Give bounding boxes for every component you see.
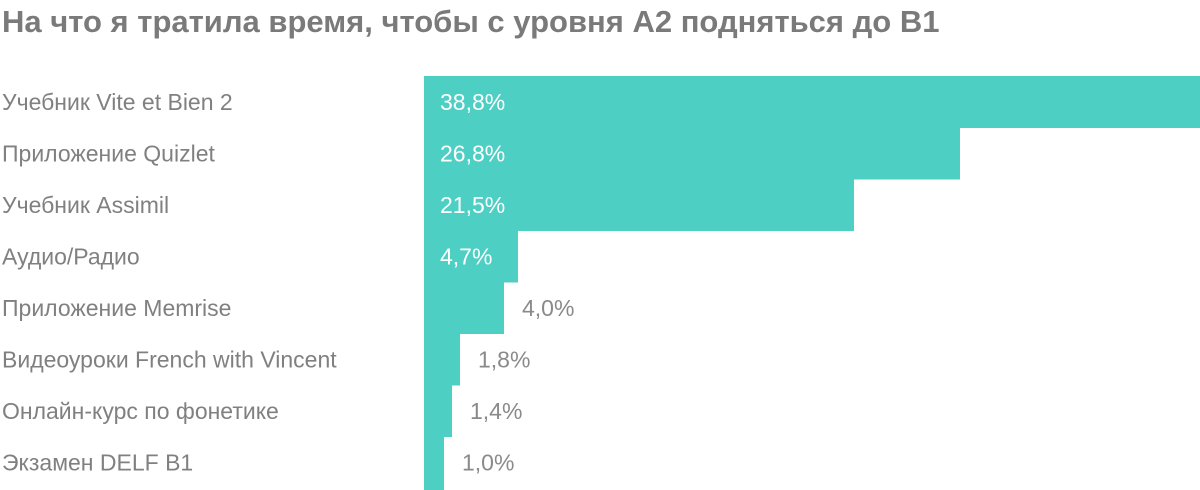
chart-title: На что я тратила время, чтобы с уровня А… [2, 4, 940, 39]
category-label-4: Аудио/Радио [2, 243, 140, 269]
value-label-8: 1,0% [462, 449, 514, 475]
bar-4 [424, 230, 518, 283]
bar-7 [424, 385, 452, 437]
category-label-2: Приложение Quizlet [2, 140, 215, 166]
category-label-7: Онлайн-курс по фонетике [2, 398, 279, 424]
category-label-6: Видеоуроки French with Vincent [2, 346, 337, 372]
bar-8 [424, 436, 444, 490]
category-label-3: Учебник Assimil [2, 192, 169, 218]
value-label-4: 4,7% [440, 243, 492, 269]
bar-3 [424, 179, 854, 231]
value-label-1: 38,8% [440, 89, 505, 115]
bar-5 [424, 282, 504, 334]
value-label-7: 1,4% [470, 398, 522, 424]
bar-2 [424, 127, 960, 180]
category-label-1: Учебник Vite et Bien 2 [2, 89, 233, 115]
bar-6 [424, 333, 460, 386]
value-label-5: 4,0% [522, 295, 574, 321]
category-label-8: Экзамен DELF B1 [2, 449, 193, 475]
bar-1 [424, 76, 1200, 128]
value-label-3: 21,5% [440, 192, 505, 218]
value-label-2: 26,8% [440, 140, 505, 166]
category-label-5: Приложение Memrise [2, 295, 231, 321]
value-label-6: 1,8% [478, 346, 530, 372]
